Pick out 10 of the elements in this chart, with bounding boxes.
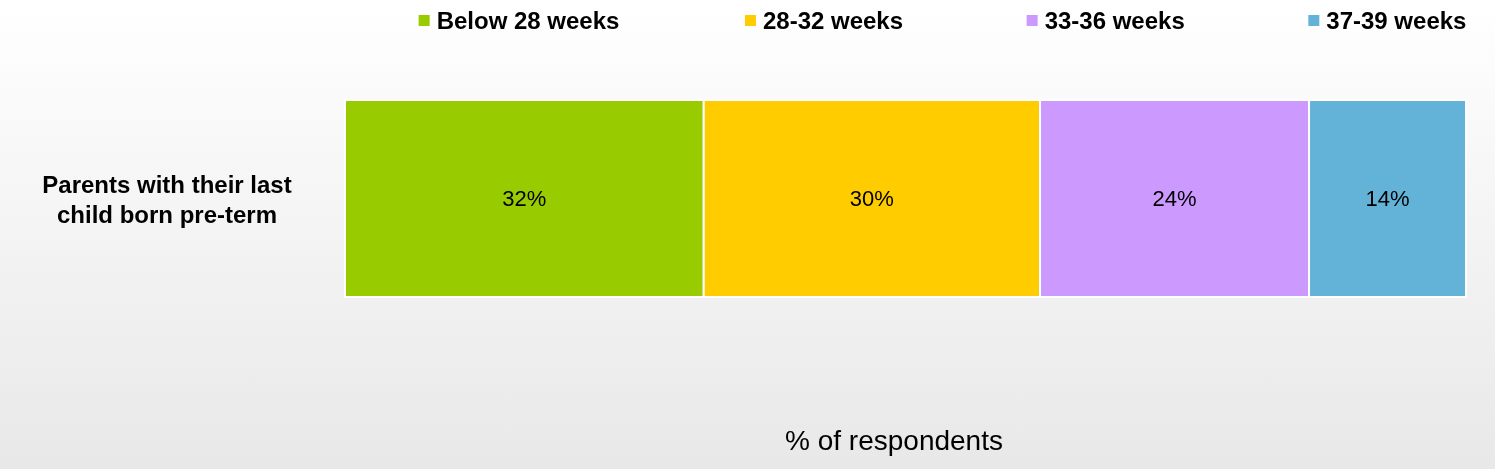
data-label: 24%	[1152, 186, 1197, 211]
data-label: 14%	[1365, 186, 1410, 211]
data-label: 32%	[502, 186, 547, 211]
data-label: 30%	[849, 186, 894, 211]
legend: Below 28 weeks 28-32 weeks 33-36 weeks 37-39 weeks	[418, 6, 1467, 34]
legend-label: 28-32 weeks	[762, 6, 904, 34]
x-axis-title: % of respondents	[785, 425, 1003, 456]
legend-label: 33-36 weeks	[1044, 6, 1185, 34]
y-tick-label: Parents with their last child born pre-term	[42, 170, 292, 228]
legend-label: 37-39 weeks	[1326, 6, 1467, 34]
